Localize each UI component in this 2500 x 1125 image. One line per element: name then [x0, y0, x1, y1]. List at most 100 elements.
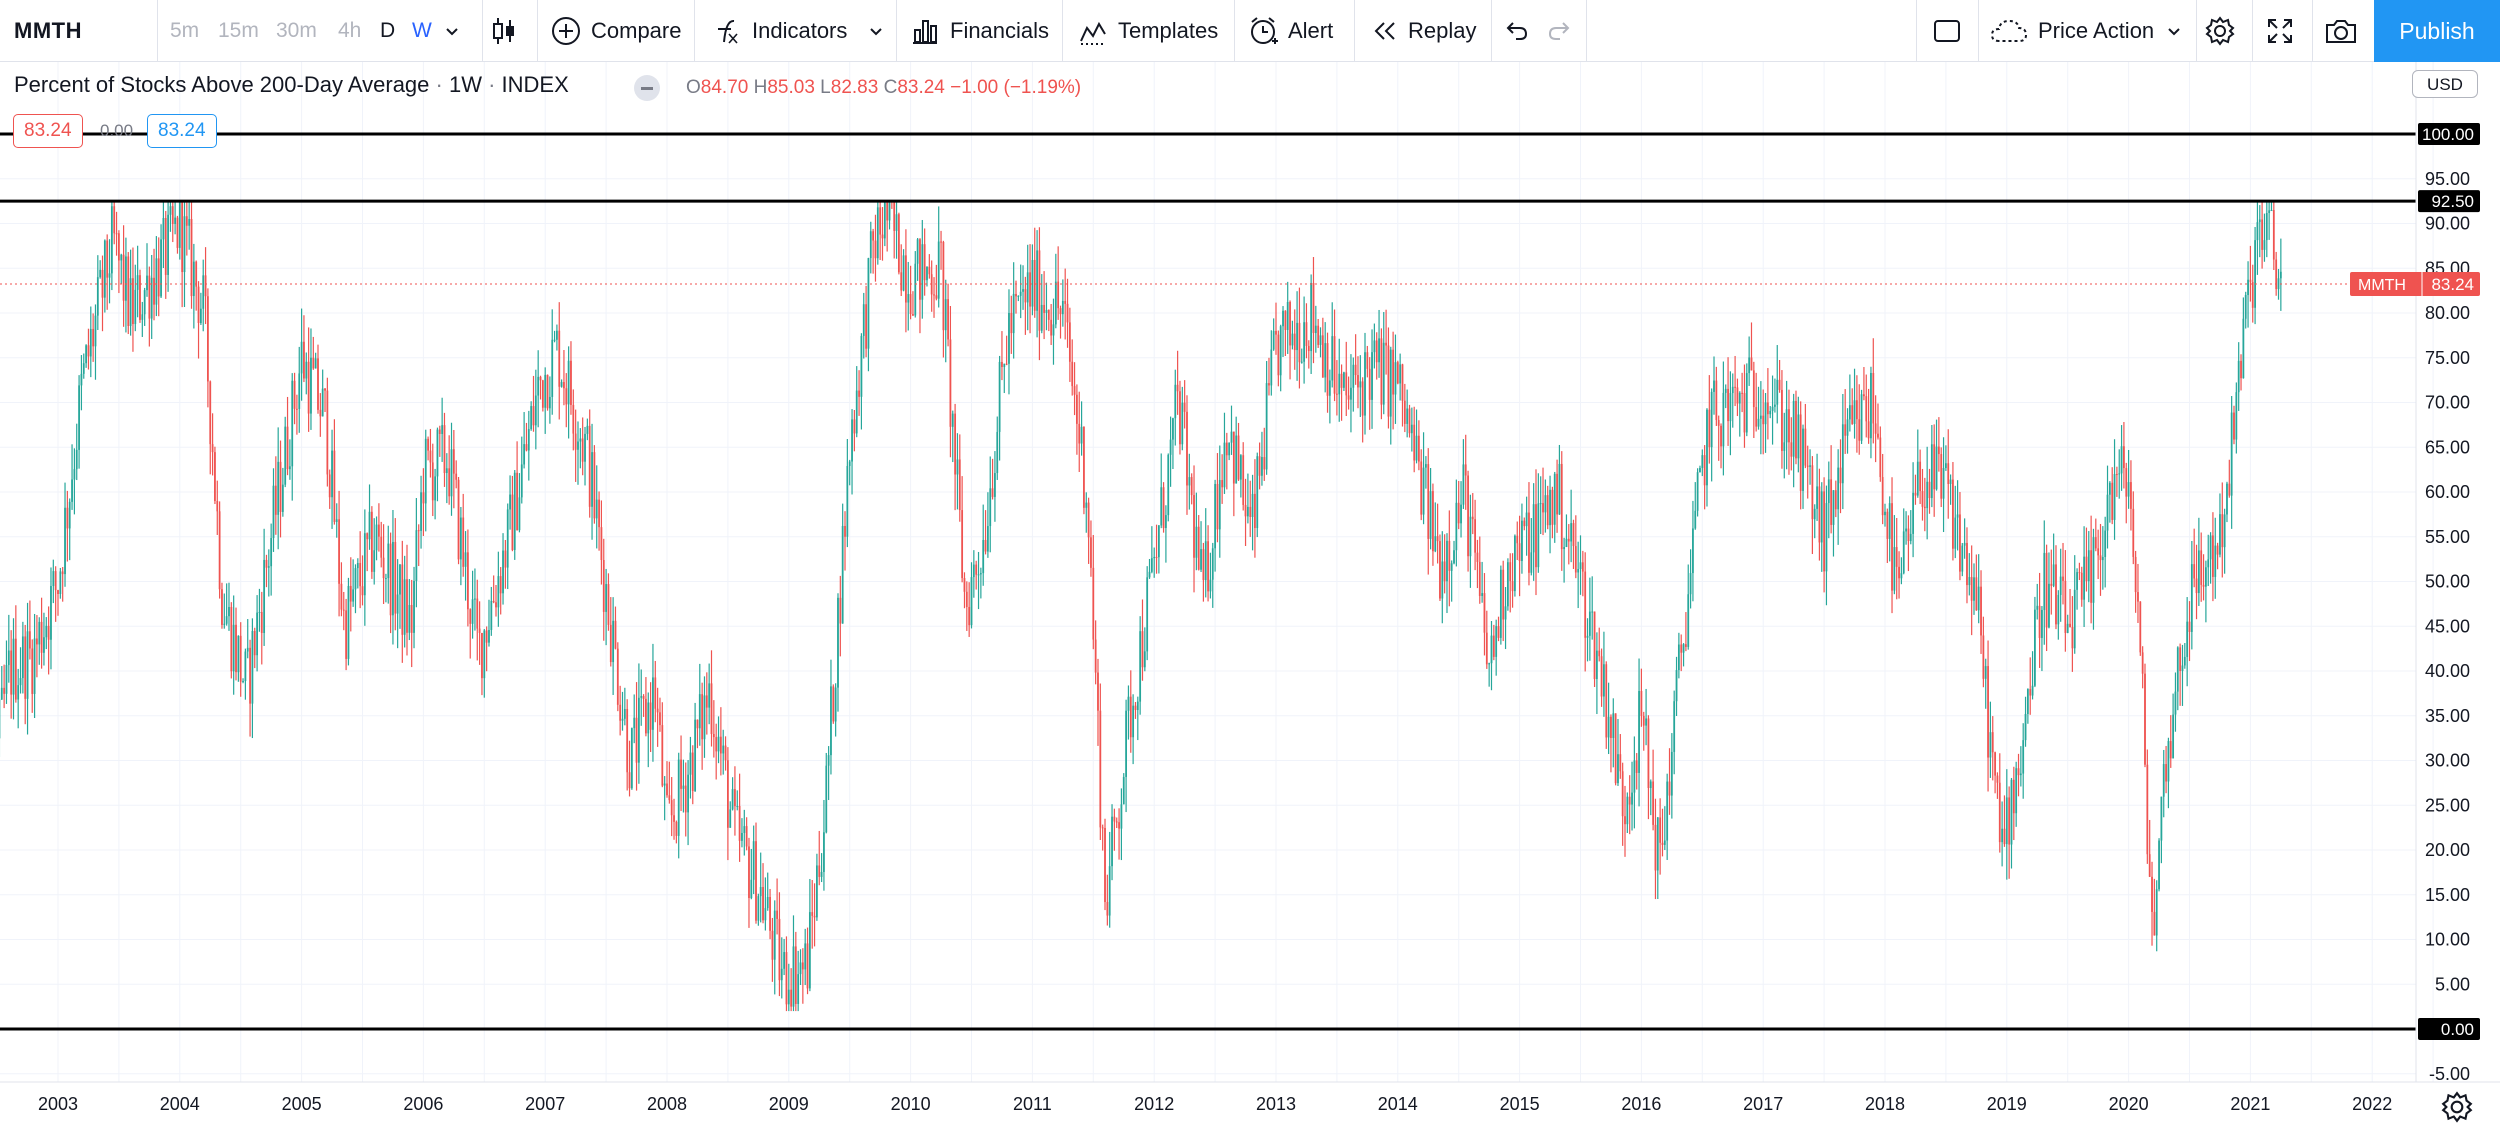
interval-button-30m[interactable]: 30m — [276, 19, 317, 42]
fullscreen-button[interactable] — [2266, 0, 2294, 62]
alert-button[interactable]: Alert — [1248, 0, 1333, 62]
toolbar-separator — [482, 0, 483, 62]
candle-body-up — [1265, 383, 1268, 470]
candle-body-down — [1516, 535, 1519, 544]
candle-body-down — [923, 244, 926, 281]
collapse-legend-button[interactable] — [634, 75, 660, 101]
time-axis[interactable]: 2003 2004 2005 2006 2007 2008 2009 2010 2011 2012… — [0, 1081, 2500, 1114]
currency-label[interactable]: USD — [2412, 70, 2478, 98]
interval-button-5m[interactable]: 5m — [170, 19, 200, 42]
candle-body-up — [591, 452, 593, 507]
candle-body-up — [1228, 442, 1231, 456]
candle-body-down — [1427, 464, 1430, 539]
candle-body-up — [1870, 372, 1872, 439]
chart-style-button[interactable] — [490, 0, 530, 62]
candle-body-up — [96, 277, 99, 316]
snapshot-button[interactable] — [2324, 0, 2358, 62]
time-tick-label: 2008 — [647, 1094, 687, 1114]
toolbar-separator — [157, 0, 158, 62]
ohlc-values: O84.70 H85.03 L82.83 C83.24 −1.00 (−1.19… — [686, 77, 1081, 99]
symbol-search-button[interactable]: MMTH — [14, 18, 82, 43]
time-tick-label: 2011 — [1013, 1094, 1052, 1114]
undo-button[interactable] — [1504, 0, 1530, 62]
candle-body-up — [335, 519, 338, 522]
replay-button[interactable]: Replay — [1372, 0, 1476, 62]
time-tick-label: 2012 — [1134, 1094, 1174, 1114]
candle-body-up — [2106, 494, 2109, 531]
candle-body-down — [1996, 775, 1999, 783]
time-tick-label: 2014 — [1378, 1094, 1418, 1114]
candle-body-down — [1254, 493, 1256, 529]
candle-body-up — [722, 745, 725, 754]
candle-body-down — [1129, 696, 1132, 738]
candle-body-up — [1261, 457, 1263, 476]
indicators-button[interactable]: Indicators — [712, 0, 847, 62]
redo-button[interactable] — [1546, 0, 1572, 62]
candle-body-down — [164, 218, 167, 275]
layout-menu-button[interactable]: Price Action — [1990, 0, 2182, 62]
candle-body-up — [2019, 773, 2022, 776]
candle-body-up — [1003, 363, 1006, 368]
candle-body-down — [818, 865, 821, 877]
interval-button-4h[interactable]: 4h — [338, 19, 362, 42]
candle-body-down — [2045, 552, 2048, 628]
interval-button-d[interactable]: D — [380, 19, 396, 42]
scale-settings-icon[interactable] — [2440, 1090, 2474, 1124]
candle-body-down — [1457, 502, 1460, 524]
candle-body-down — [874, 240, 877, 259]
candle-body-up — [94, 315, 97, 347]
candle-body-down — [1197, 526, 1200, 570]
candle-body-up — [2176, 647, 2179, 692]
candle-body-up — [527, 429, 530, 451]
candle-body-down — [724, 745, 727, 761]
candle-body-up — [1422, 467, 1425, 515]
interval-button-15m[interactable]: 15m — [218, 19, 259, 42]
candle-body-up — [1912, 492, 1915, 534]
fullscreen-layout-button[interactable] — [1932, 0, 1962, 62]
price-tick-label: 45.00 — [2425, 616, 2470, 636]
candle-body-up — [1495, 626, 1498, 657]
candle-body-up — [1888, 503, 1891, 539]
candle-body-up — [1549, 489, 1551, 526]
indicators-dropdown-button[interactable] — [868, 0, 892, 62]
candle-body-up — [424, 438, 427, 504]
templates-button[interactable]: Templates — [1078, 0, 1218, 62]
candle-body-up — [1942, 468, 1945, 499]
candle-body-down — [265, 559, 268, 568]
publish-button[interactable]: Publish — [2374, 0, 2500, 62]
candle-body-down — [1443, 561, 1446, 582]
low-key: L — [820, 77, 831, 98]
candle-body-up — [1841, 424, 1844, 484]
candle-body-up — [1389, 349, 1392, 417]
candle-body-up — [1776, 379, 1779, 405]
candle-body-up — [663, 783, 666, 786]
financials-button[interactable]: Financials — [910, 0, 1049, 62]
interval-button-w[interactable]: W — [412, 19, 432, 42]
chart-settings-button[interactable] — [2204, 0, 2236, 62]
candle-body-up — [2087, 550, 2090, 582]
candle-body-up — [5, 665, 8, 694]
candle-body-down — [389, 543, 392, 616]
candle-body-down — [1933, 444, 1936, 490]
candle-body-up — [2190, 564, 2193, 632]
candle-body-down — [370, 511, 373, 572]
compare-button[interactable]: Compare — [551, 0, 681, 62]
candle-body-down — [457, 479, 460, 560]
interval-dropdown-button[interactable] — [444, 0, 474, 62]
candle-body-up — [1410, 424, 1413, 434]
candle-body-down — [1176, 384, 1179, 392]
candle-body-up — [75, 449, 78, 470]
candle-body-up — [2092, 537, 2095, 603]
legend-title[interactable]: Percent of Stocks Above 200-Day Average — [14, 72, 430, 97]
candle-body-down — [10, 650, 13, 695]
candle-body-down — [1628, 796, 1631, 805]
candle-body-down — [1572, 523, 1575, 547]
candle-body-up — [1488, 663, 1491, 665]
candle-body-up — [1673, 701, 1676, 752]
candle-body-up — [392, 542, 394, 616]
candle-body-down — [1584, 571, 1587, 638]
candle-body-up — [1052, 324, 1055, 336]
price-axis[interactable]: 95.0090.0085.0080.0075.0070.0065.0060.00… — [2350, 62, 2480, 1084]
candle-body-down — [394, 542, 397, 614]
